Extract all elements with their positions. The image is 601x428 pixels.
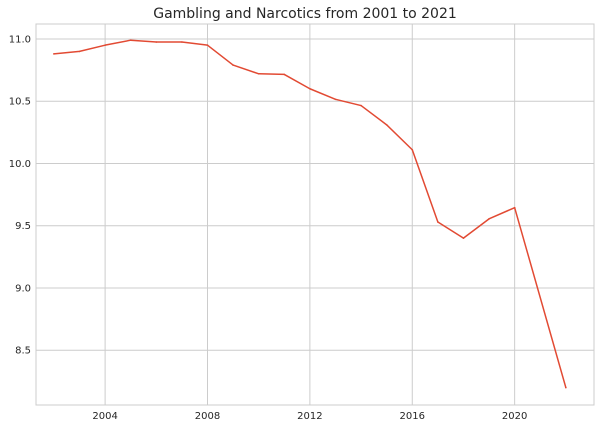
y-tick-label: 8.5 bbox=[15, 346, 31, 357]
y-tick-label: 10.5 bbox=[9, 97, 31, 108]
data-point bbox=[462, 237, 465, 239]
plot-frame bbox=[35, 23, 595, 406]
data-point bbox=[334, 98, 337, 101]
data-point bbox=[155, 41, 158, 43]
data-point bbox=[283, 73, 286, 76]
y-tick-label: 9.0 bbox=[15, 283, 31, 294]
data-point bbox=[129, 39, 132, 41]
x-tick-label: 2004 bbox=[92, 411, 117, 422]
data-point bbox=[78, 50, 81, 53]
data-point bbox=[565, 386, 567, 389]
data-point bbox=[411, 148, 414, 151]
data-point bbox=[385, 124, 388, 126]
x-tick-label: 2012 bbox=[297, 411, 322, 422]
y-tick-label: 10.0 bbox=[9, 159, 31, 170]
grid bbox=[35, 23, 595, 406]
data-point bbox=[232, 64, 234, 66]
data-point bbox=[309, 87, 311, 90]
data-point bbox=[488, 218, 490, 220]
data-point bbox=[104, 44, 106, 46]
data-point bbox=[206, 44, 209, 46]
x-tick-label: 2016 bbox=[400, 411, 425, 422]
series-line bbox=[53, 39, 567, 389]
y-tick-label: 9.5 bbox=[15, 221, 31, 232]
chart-title: Gambling and Narcotics from 2001 to 2021 bbox=[153, 6, 457, 22]
x-tick-label: 2008 bbox=[195, 411, 220, 422]
y-tick-label: 11.0 bbox=[9, 34, 31, 45]
data-point bbox=[181, 41, 183, 43]
data-point bbox=[257, 73, 260, 75]
data-point bbox=[360, 104, 362, 107]
data-point bbox=[53, 53, 55, 55]
data-point bbox=[437, 221, 439, 223]
axes: 2004 2008 2012 2016 2020 8.5 9.0 9.5 10.0 10.5 11.… bbox=[9, 34, 528, 422]
data-point bbox=[513, 206, 516, 209]
series-layer bbox=[53, 39, 567, 389]
x-tick-label: 2020 bbox=[502, 411, 527, 422]
